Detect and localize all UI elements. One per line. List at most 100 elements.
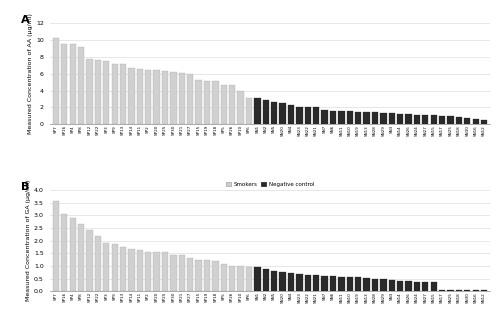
Bar bbox=[280, 271, 285, 291]
Bar bbox=[372, 279, 378, 291]
Bar bbox=[464, 290, 470, 291]
Bar bbox=[220, 85, 227, 124]
Bar bbox=[414, 115, 420, 124]
Bar bbox=[112, 245, 118, 291]
Text: A: A bbox=[22, 15, 30, 25]
Bar bbox=[128, 249, 134, 291]
Y-axis label: Measured Concentration of GA (μg/ml): Measured Concentration of GA (μg/ml) bbox=[26, 180, 31, 302]
Bar bbox=[229, 85, 235, 124]
Bar bbox=[338, 111, 344, 124]
Bar bbox=[355, 112, 362, 124]
Bar bbox=[388, 280, 395, 291]
Bar bbox=[120, 65, 126, 124]
Bar bbox=[288, 105, 294, 124]
Bar bbox=[238, 91, 244, 124]
Bar bbox=[380, 113, 386, 124]
Bar bbox=[212, 81, 218, 124]
Bar bbox=[86, 230, 92, 291]
Bar bbox=[439, 290, 446, 291]
Bar bbox=[364, 112, 370, 124]
Bar bbox=[304, 107, 311, 124]
Bar bbox=[406, 281, 411, 291]
Bar bbox=[481, 120, 488, 124]
Bar bbox=[439, 116, 446, 124]
Bar bbox=[145, 70, 152, 124]
Bar bbox=[78, 47, 84, 124]
Bar bbox=[170, 255, 176, 291]
Bar bbox=[472, 290, 479, 291]
Bar bbox=[322, 276, 328, 291]
Bar bbox=[346, 277, 353, 291]
Bar bbox=[262, 268, 269, 291]
Bar bbox=[481, 290, 488, 291]
Legend: Smokers, Negative control: Smokers, Negative control bbox=[224, 180, 316, 189]
Bar bbox=[254, 98, 260, 124]
Bar bbox=[313, 275, 320, 291]
Bar bbox=[422, 282, 428, 291]
Bar bbox=[78, 224, 84, 291]
Bar bbox=[61, 214, 68, 291]
Bar bbox=[271, 102, 278, 124]
Bar bbox=[128, 68, 134, 124]
Bar bbox=[322, 111, 328, 124]
Bar bbox=[271, 270, 278, 291]
Bar bbox=[204, 80, 210, 124]
Bar bbox=[304, 275, 311, 291]
Bar bbox=[456, 290, 462, 291]
Bar bbox=[246, 267, 252, 291]
Bar bbox=[380, 279, 386, 291]
Bar bbox=[296, 107, 302, 124]
Bar bbox=[313, 108, 320, 124]
Bar bbox=[154, 252, 160, 291]
Bar bbox=[220, 264, 227, 291]
Bar bbox=[212, 261, 218, 291]
Bar bbox=[296, 274, 302, 291]
Bar bbox=[61, 44, 68, 124]
Bar bbox=[170, 72, 176, 124]
Text: B: B bbox=[22, 182, 30, 192]
Bar bbox=[280, 103, 285, 124]
Bar bbox=[70, 44, 76, 124]
Y-axis label: Measured Concentration of AA (μg/ml): Measured Concentration of AA (μg/ml) bbox=[28, 13, 33, 134]
Bar bbox=[229, 266, 235, 291]
Bar bbox=[430, 282, 437, 291]
Bar bbox=[162, 252, 168, 291]
Bar bbox=[178, 73, 185, 124]
Bar bbox=[136, 69, 143, 124]
Bar bbox=[136, 250, 143, 291]
Bar bbox=[154, 71, 160, 124]
Bar bbox=[187, 74, 194, 124]
Bar bbox=[187, 258, 194, 291]
Bar bbox=[330, 276, 336, 291]
Bar bbox=[162, 71, 168, 124]
Bar bbox=[430, 116, 437, 124]
Bar bbox=[330, 111, 336, 124]
Bar bbox=[388, 113, 395, 124]
Bar bbox=[372, 112, 378, 124]
Bar bbox=[120, 247, 126, 291]
Bar bbox=[196, 260, 202, 291]
Bar bbox=[464, 118, 470, 124]
Bar bbox=[414, 282, 420, 291]
Bar bbox=[422, 115, 428, 124]
Bar bbox=[448, 290, 454, 291]
Bar bbox=[52, 202, 59, 291]
Bar bbox=[86, 59, 92, 124]
Bar bbox=[355, 277, 362, 291]
Bar bbox=[262, 100, 269, 124]
Bar bbox=[472, 119, 479, 124]
Bar bbox=[70, 218, 76, 291]
Bar bbox=[397, 281, 404, 291]
Bar bbox=[94, 236, 101, 291]
Bar bbox=[178, 255, 185, 291]
Bar bbox=[346, 111, 353, 124]
Bar bbox=[246, 98, 252, 124]
Bar bbox=[397, 114, 404, 124]
Bar bbox=[364, 278, 370, 291]
Bar bbox=[238, 266, 244, 291]
Bar bbox=[196, 80, 202, 124]
Bar bbox=[406, 114, 411, 124]
Bar bbox=[254, 267, 260, 291]
Bar bbox=[448, 116, 454, 124]
Bar bbox=[94, 60, 101, 124]
